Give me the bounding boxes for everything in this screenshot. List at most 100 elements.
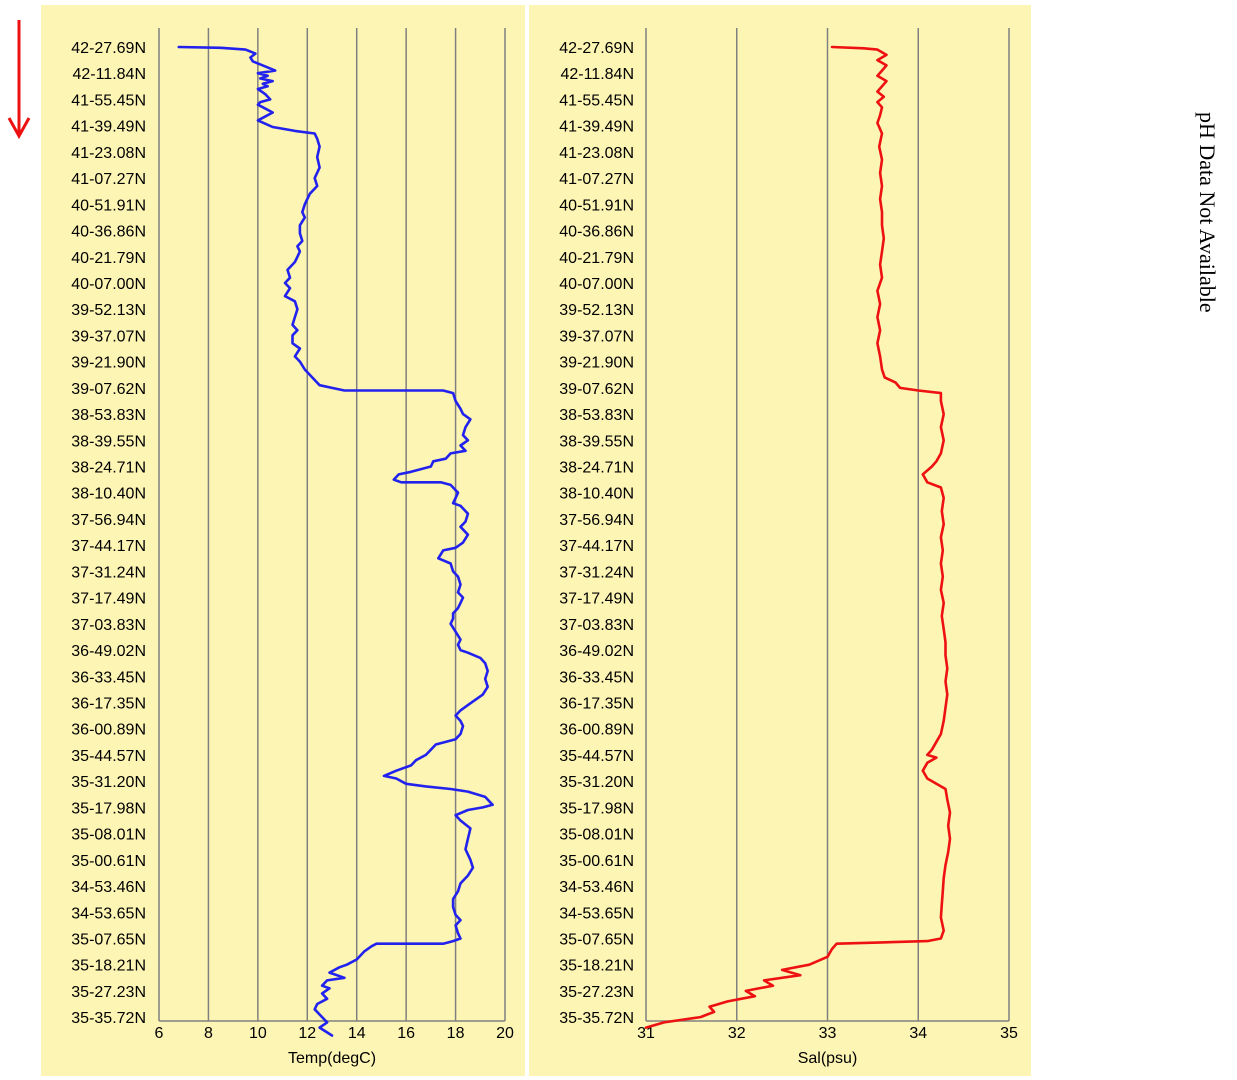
down-arrow-icon <box>7 20 31 140</box>
y-tick-label: 42-27.69N <box>71 40 146 57</box>
y-tick-label: 34-53.65N <box>71 905 146 922</box>
y-tick-label: 40-36.86N <box>559 224 634 241</box>
y-tick-label: 40-07.00N <box>559 276 634 293</box>
y-tick-label: 39-21.90N <box>559 355 634 372</box>
y-tick-label: 38-53.83N <box>559 407 634 424</box>
y-tick-label: 38-39.55N <box>559 433 634 450</box>
y-tick-label: 36-00.89N <box>559 722 634 739</box>
y-tick-label: 35-00.61N <box>71 853 146 870</box>
y-tick-label: 39-37.07N <box>71 328 146 345</box>
y-tick-label: 41-23.08N <box>71 145 146 162</box>
y-tick-label: 37-44.17N <box>559 538 634 555</box>
y-tick-label: 36-17.35N <box>71 696 146 713</box>
y-tick-label: 35-44.57N <box>71 748 146 765</box>
y-tick-label: 35-08.01N <box>559 827 634 844</box>
ph-not-available-note: pH Data Not Available <box>1195 112 1220 313</box>
x-tick-label: 18 <box>447 1025 465 1042</box>
y-tick-label: 36-49.02N <box>559 643 634 660</box>
x-axis-title: Temp(degC) <box>288 1050 376 1067</box>
y-tick-label: 39-52.13N <box>559 302 634 319</box>
temp-panel-background <box>41 5 525 1076</box>
y-tick-label: 39-07.62N <box>559 381 634 398</box>
y-tick-label: 42-27.69N <box>559 40 634 57</box>
y-tick-label: 37-56.94N <box>559 512 634 529</box>
y-tick-label: 35-44.57N <box>559 748 634 765</box>
y-tick-label: 34-53.46N <box>71 879 146 896</box>
y-tick-label: 37-31.24N <box>559 564 634 581</box>
y-tick-label: 37-31.24N <box>71 564 146 581</box>
y-tick-label: 41-55.45N <box>559 92 634 109</box>
y-tick-label: 40-36.86N <box>71 224 146 241</box>
y-tick-label: 42-11.84N <box>72 66 146 83</box>
y-tick-label: 39-21.90N <box>71 355 146 372</box>
y-tick-label: 39-07.62N <box>71 381 146 398</box>
y-tick-label: 35-35.72N <box>559 1010 634 1027</box>
y-tick-label: 37-44.17N <box>71 538 146 555</box>
x-tick-label: 33 <box>819 1025 837 1042</box>
y-tick-label: 38-39.55N <box>71 433 146 450</box>
x-tick-label: 34 <box>909 1025 927 1042</box>
y-tick-label: 41-07.27N <box>71 171 146 188</box>
y-tick-label: 35-07.65N <box>559 931 634 948</box>
y-tick-label: 35-17.98N <box>559 800 634 817</box>
y-tick-label: 38-53.83N <box>71 407 146 424</box>
x-tick-label: 35 <box>1000 1025 1018 1042</box>
x-tick-label: 20 <box>496 1025 514 1042</box>
y-tick-label: 35-08.01N <box>71 827 146 844</box>
temp-chart: 42-27.69N 42-11.84N 41-55.45N 41-39.49N 41-2… <box>71 28 514 1067</box>
y-tick-label: 36-17.35N <box>559 696 634 713</box>
y-tick-label: 39-37.07N <box>559 328 634 345</box>
x-tick-label: 16 <box>397 1025 415 1042</box>
x-tick-label: 8 <box>204 1025 213 1042</box>
y-tick-label: 35-31.20N <box>71 774 146 791</box>
x-tick-label: 31 <box>637 1025 655 1042</box>
y-tick-label: 35-00.61N <box>559 853 634 870</box>
y-tick-label: 40-51.91N <box>71 197 146 214</box>
y-tick-label: 37-03.83N <box>71 617 146 634</box>
y-tick-label: 41-23.08N <box>559 145 634 162</box>
y-tick-label: 42-11.84N <box>560 66 634 83</box>
y-tick-label: 35-18.21N <box>559 958 634 975</box>
y-tick-label: 35-07.65N <box>71 931 146 948</box>
y-tick-label: 41-39.49N <box>71 119 146 136</box>
y-tick-label: 37-56.94N <box>71 512 146 529</box>
y-tick-label: 36-49.02N <box>71 643 146 660</box>
y-tick-label: 35-17.98N <box>71 800 146 817</box>
y-tick-label: 37-17.49N <box>559 591 634 608</box>
y-tick-label: 38-10.40N <box>71 486 146 503</box>
y-tick-label: 35-27.23N <box>559 984 634 1001</box>
x-axis-title: Sal(psu) <box>798 1050 858 1067</box>
sal-panel-background <box>529 5 1031 1076</box>
sal-chart: 42-27.69N 42-11.84N 41-55.45N 41-39.49N 41-2… <box>559 28 1018 1067</box>
x-tick-label: 12 <box>298 1025 316 1042</box>
y-tick-label: 34-53.65N <box>559 905 634 922</box>
y-tick-label: 37-03.83N <box>559 617 634 634</box>
temp-series-line <box>177 45 494 1037</box>
y-tick-label: 36-33.45N <box>559 669 634 686</box>
y-tick-label: 40-51.91N <box>559 197 634 214</box>
y-tick-label: 40-21.79N <box>71 250 146 267</box>
sal-series-line <box>644 45 952 1029</box>
x-tick-label: 10 <box>249 1025 267 1042</box>
y-tick-label: 34-53.46N <box>559 879 634 896</box>
y-tick-label: 40-07.00N <box>71 276 146 293</box>
y-tick-label: 41-55.45N <box>71 92 146 109</box>
y-tick-label: 40-21.79N <box>559 250 634 267</box>
y-tick-label: 35-35.72N <box>71 1010 146 1027</box>
y-tick-label: 41-07.27N <box>559 171 634 188</box>
y-tick-label: 35-18.21N <box>71 958 146 975</box>
x-tick-label: 32 <box>728 1025 746 1042</box>
y-tick-label: 36-33.45N <box>71 669 146 686</box>
y-tick-label: 39-52.13N <box>71 302 146 319</box>
y-tick-label: 38-10.40N <box>559 486 634 503</box>
x-tick-label: 6 <box>155 1025 164 1042</box>
y-tick-label: 37-17.49N <box>71 591 146 608</box>
y-tick-label: 38-24.71N <box>71 460 146 477</box>
y-tick-label: 36-00.89N <box>71 722 146 739</box>
y-tick-label: 38-24.71N <box>559 460 634 477</box>
y-tick-label: 35-31.20N <box>559 774 634 791</box>
y-tick-label: 41-39.49N <box>559 119 634 136</box>
x-tick-label: 14 <box>348 1025 366 1042</box>
y-tick-label: 35-27.23N <box>71 984 146 1001</box>
